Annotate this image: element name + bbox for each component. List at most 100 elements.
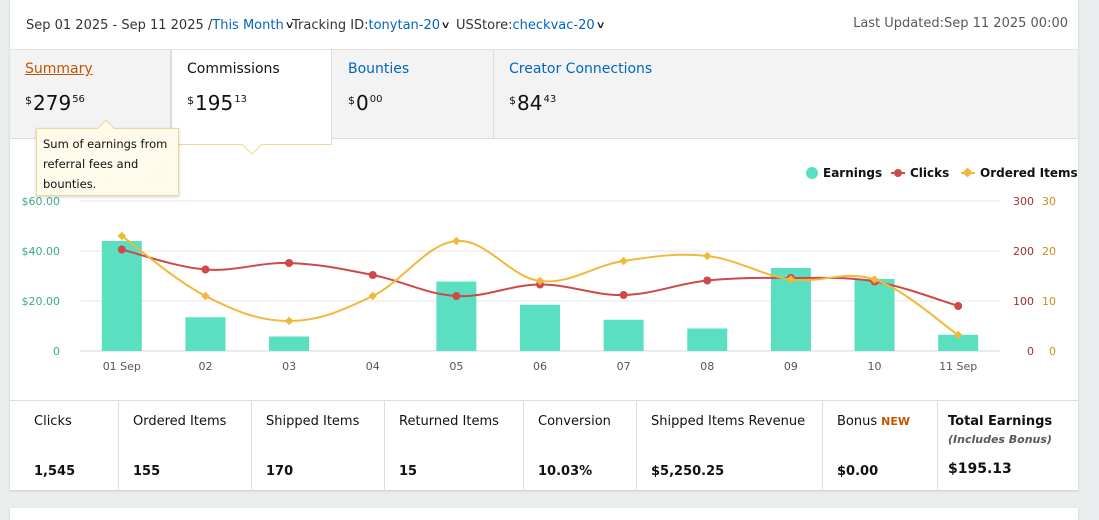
stat-revenue-label: Shipped Items Revenue <box>651 414 806 429</box>
x-tick-label: 11 Sep <box>939 360 977 373</box>
store-selector[interactable]: USStore:checkvac-20∨ <box>456 18 605 33</box>
stat-revenue-value: $5,250.25 <box>651 464 725 479</box>
earnings-bar <box>687 328 728 351</box>
date-range-text: Sep 01 2025 - Sep 11 2025 / <box>26 18 213 33</box>
y-tick-ordered: 10 <box>1042 295 1056 308</box>
y-tick-earnings: 0 <box>53 345 60 358</box>
tab-summary-amount: $27956 <box>25 91 85 115</box>
next-card <box>10 508 1078 520</box>
ordered-marker-icon <box>961 167 975 179</box>
x-tick-label: 02 <box>198 360 212 373</box>
new-badge: NEW <box>881 415 910 428</box>
ordered-items-point <box>535 276 545 286</box>
earnings-dot-icon <box>806 167 818 179</box>
tab-bounties-amount: $000 <box>348 91 383 115</box>
ordered-items-point <box>953 330 963 340</box>
last-updated: Last Updated:Sep 11 2025 00:00 <box>853 16 1068 31</box>
tracking-id-value[interactable]: tonytan-20 <box>368 18 441 33</box>
summary-tooltip: Sum of earnings from referral fees and b… <box>36 119 179 196</box>
tab-commissions-label[interactable]: Commissions <box>187 61 280 77</box>
tab-summary[interactable]: Summary $27956 <box>10 50 171 139</box>
x-tick-label: 01 Sep <box>103 360 141 373</box>
stat-ordered-value: 155 <box>133 464 161 479</box>
earnings-tabs: Summary $27956 Commissions $19513 Bounti… <box>10 50 1078 155</box>
earnings-bar <box>101 241 142 351</box>
stat-clicks-value: 1,545 <box>34 464 76 479</box>
tracking-id-selector[interactable]: Tracking ID:tonytan-20∨ <box>292 18 451 33</box>
clicks-marker-icon <box>891 167 905 179</box>
y-tick-clicks: 100 <box>1013 295 1034 308</box>
ordered-items-point <box>284 316 294 326</box>
legend-clicks-label: Clicks <box>910 166 950 180</box>
ordered-items-point <box>619 256 628 266</box>
clicks-point <box>954 302 963 310</box>
ordered-items-point <box>703 251 712 261</box>
tab-commissions[interactable]: Commissions $19513 <box>171 50 332 155</box>
y-tick-earnings: $20.00 <box>22 295 61 308</box>
earnings-chart: 0 0 0 $20.00 100 10 $40.00 200 20 $60.00 300 30 01 S… <box>22 195 1057 373</box>
stat-conversion: Conversion 10.03% <box>524 401 637 491</box>
clicks-point <box>285 259 294 267</box>
stat-returned-value: 15 <box>399 464 418 479</box>
y-tick-clicks: 300 <box>1013 195 1034 208</box>
legend-clicks[interactable]: Clicks <box>891 166 949 180</box>
stat-conversion-value: 10.03% <box>538 464 593 479</box>
clicks-point <box>201 265 210 274</box>
ordered-items-point <box>368 291 377 301</box>
y-tick-clicks: 200 <box>1013 245 1034 258</box>
legend-ordered-items[interactable]: Ordered Items <box>961 166 1078 180</box>
legend-earnings[interactable]: Earnings <box>806 166 882 180</box>
earnings-bar <box>854 279 895 351</box>
clicks-point <box>368 271 377 279</box>
earnings-bars <box>101 241 979 351</box>
tab-creator-connections[interactable]: Creator Connections $8443 <box>494 50 1078 139</box>
chart-axes: 0 0 0 $20.00 100 10 $40.00 200 20 $60.00 300 30 01 S… <box>22 195 1057 373</box>
earnings-bar <box>185 317 226 351</box>
stat-bonus-value: $0.00 <box>837 464 879 479</box>
legend-earnings-label: Earnings <box>823 166 883 180</box>
y-tick-earnings: $40.00 <box>22 245 61 258</box>
stat-bonus: Bonus NEW $0.00 <box>823 401 938 491</box>
clicks-point <box>703 276 712 285</box>
x-tick-label: 10 <box>868 360 882 373</box>
stat-total-sub: (Includes Bonus) <box>948 433 1052 446</box>
stat-clicks: Clicks 1,545 <box>20 401 119 491</box>
stat-total-earnings: Total Earnings (Includes Bonus) $195.13 <box>938 401 1078 491</box>
stat-returned-label: Returned Items <box>399 414 499 429</box>
ordered-items-point <box>452 236 461 246</box>
earnings-bar <box>520 304 560 351</box>
stat-total-value: $195.13 <box>948 461 1012 477</box>
stat-conversion-label: Conversion <box>538 414 611 429</box>
stat-returned-items: Returned Items 15 <box>385 401 524 491</box>
chevron-down-icon: ∨ <box>440 20 451 31</box>
tab-commissions-amount: $19513 <box>187 91 247 115</box>
period-link[interactable]: This Month <box>212 18 284 33</box>
x-tick-label: 08 <box>700 360 714 373</box>
ordered-items-point <box>786 275 796 284</box>
x-tick-label: 05 <box>449 360 463 373</box>
tab-bounties-label[interactable]: Bounties <box>348 61 410 77</box>
stat-shipped-items: Shipped Items 170 <box>252 401 385 491</box>
stats-row: Clicks 1,545 Ordered Items 155 Shipped I… <box>10 400 1078 491</box>
x-tick-label: 03 <box>282 360 296 373</box>
x-tick-label: 06 <box>533 360 547 373</box>
stat-shipped-value: 170 <box>266 464 294 479</box>
chart-lines <box>117 231 963 340</box>
tab-creator-connections-label[interactable]: Creator Connections <box>509 61 653 77</box>
earnings-bar <box>938 334 979 351</box>
x-tick-label: 04 <box>366 360 380 373</box>
date-range-selector[interactable]: Sep 01 2025 - Sep 11 2025 /This Month∨ <box>26 18 295 33</box>
tracking-id-label: Tracking ID: <box>292 18 369 33</box>
clicks-point <box>619 291 628 299</box>
chevron-down-icon: ∨ <box>284 20 295 31</box>
tab-bounties[interactable]: Bounties $000 <box>333 50 494 139</box>
store-value[interactable]: checkvac-20 <box>512 18 595 33</box>
y-tick-clicks: 0 <box>1027 345 1034 358</box>
clicks-point <box>117 245 126 254</box>
stat-clicks-label: Clicks <box>34 414 72 429</box>
ordered-items-point <box>117 231 127 241</box>
tooltip-text: Sum of earnings from referral fees and b… <box>43 137 168 191</box>
stat-shipped-revenue: Shipped Items Revenue $5,250.25 <box>637 401 823 491</box>
stat-ordered-items: Ordered Items 155 <box>119 401 252 491</box>
tab-summary-label[interactable]: Summary <box>25 61 93 77</box>
